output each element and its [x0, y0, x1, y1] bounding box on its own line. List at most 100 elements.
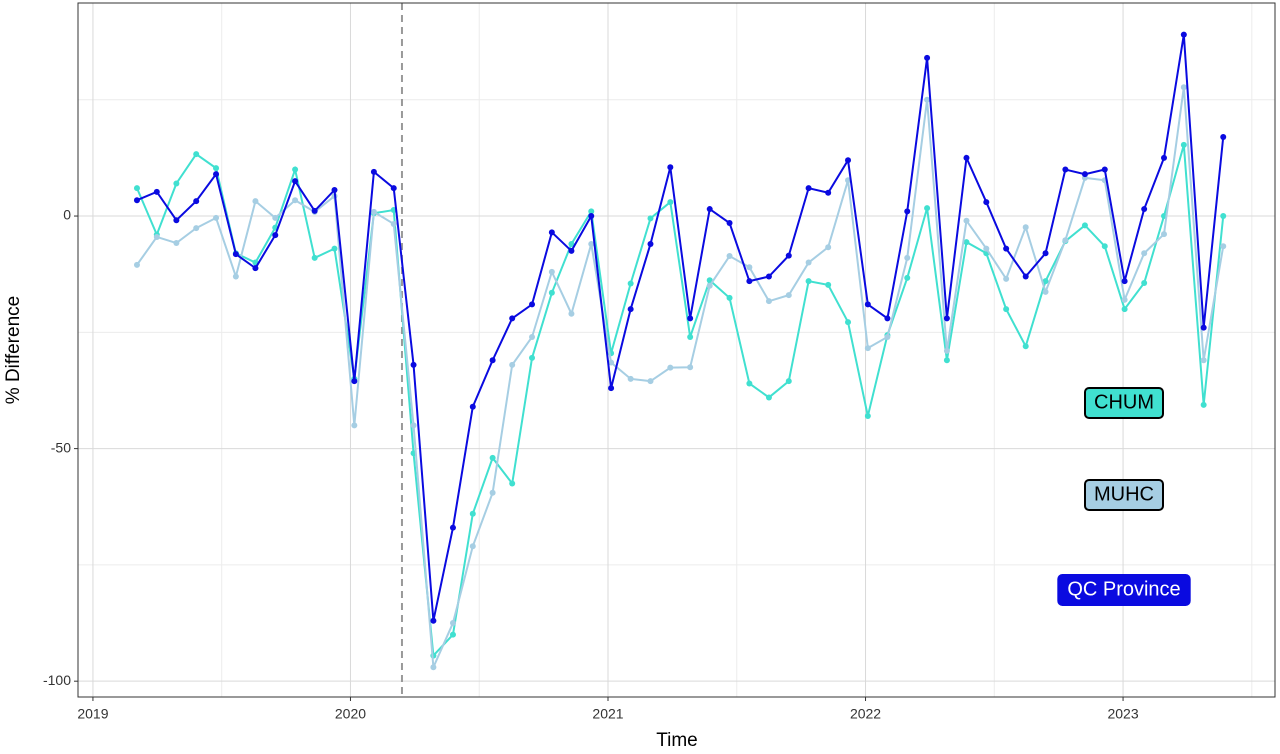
data-point: [706, 277, 713, 284]
data-point: [805, 185, 812, 192]
data-point: [825, 281, 832, 288]
data-point: [548, 289, 555, 296]
data-point: [173, 240, 180, 247]
data-point: [1180, 141, 1187, 148]
data-point: [173, 180, 180, 187]
data-point: [687, 333, 694, 340]
data-point: [1161, 154, 1168, 161]
data-point: [1003, 306, 1010, 313]
data-point: [370, 168, 377, 175]
data-point: [489, 489, 496, 496]
legend-item: CHUM: [1084, 387, 1164, 419]
legend-box: [1084, 479, 1164, 511]
data-point: [765, 298, 772, 305]
data-point: [726, 294, 733, 301]
data-point: [943, 315, 950, 322]
legend-label: CHUM: [1094, 391, 1154, 413]
data-point: [1161, 231, 1168, 238]
data-point: [983, 199, 990, 206]
data-point: [1200, 324, 1207, 331]
data-point: [568, 247, 575, 254]
data-point: [1081, 222, 1088, 229]
data-point: [430, 617, 437, 624]
data-point: [884, 333, 891, 340]
data-point: [864, 413, 871, 420]
data-point: [153, 233, 160, 240]
data-point: [588, 240, 595, 247]
data-point: [1141, 206, 1148, 213]
data-point: [351, 378, 358, 385]
data-point: [1141, 280, 1148, 287]
data-point: [449, 620, 456, 627]
data-point: [193, 151, 200, 158]
data-point: [292, 166, 299, 173]
data-point: [469, 543, 476, 550]
data-point: [904, 274, 911, 281]
data-point: [1003, 245, 1010, 252]
data-point: [1062, 237, 1069, 244]
legend-box: [1057, 574, 1191, 606]
data-point: [1022, 343, 1029, 350]
data-point: [232, 251, 239, 258]
data-point: [904, 208, 911, 215]
data-point: [390, 220, 397, 227]
data-point: [726, 253, 733, 260]
data-point: [193, 225, 200, 232]
data-point: [588, 208, 595, 215]
data-point: [924, 54, 931, 61]
data-point: [548, 229, 555, 236]
data-point: [647, 240, 654, 247]
data-point: [588, 213, 595, 220]
data-point: [449, 524, 456, 531]
data-point: [1121, 296, 1128, 303]
data-point: [529, 333, 536, 340]
data-point: [390, 185, 397, 192]
data-point: [213, 214, 220, 221]
legend-item: QC Province: [1057, 574, 1191, 606]
data-point: [213, 165, 220, 172]
data-point: [845, 157, 852, 164]
data-point: [351, 422, 358, 429]
data-point: [509, 361, 516, 368]
data-point: [608, 359, 615, 366]
x-tick-label: 2021: [592, 706, 623, 722]
legend-box: [1084, 387, 1164, 419]
data-point: [746, 278, 753, 285]
data-point: [667, 364, 674, 371]
data-point: [311, 254, 318, 261]
data-point: [173, 217, 180, 224]
data-point: [1220, 243, 1227, 250]
data-point: [627, 280, 634, 287]
data-point: [1200, 401, 1207, 408]
data-point: [1022, 273, 1029, 280]
data-point: [1042, 278, 1049, 285]
data-point: [706, 282, 713, 289]
panel-border: [77, 2, 1276, 698]
y-tick-label: 0: [63, 207, 71, 223]
data-point: [943, 357, 950, 364]
data-point: [410, 361, 417, 368]
x-tick-label: 2020: [335, 706, 366, 722]
data-point: [943, 347, 950, 354]
data-point: [963, 217, 970, 224]
legend-label: QC Province: [1067, 578, 1180, 600]
data-point: [292, 197, 299, 204]
data-point: [805, 278, 812, 285]
y-axis-title: % Difference: [3, 296, 24, 404]
data-point: [232, 273, 239, 280]
data-point: [864, 345, 871, 352]
data-point: [469, 510, 476, 517]
data-point: [825, 189, 832, 196]
data-point: [924, 205, 931, 212]
data-point: [509, 480, 516, 487]
legend-label: MUHC: [1094, 483, 1154, 505]
data-point: [1121, 306, 1128, 313]
data-point: [765, 394, 772, 401]
data-point: [647, 378, 654, 385]
data-point: [193, 198, 200, 205]
data-point: [331, 186, 338, 193]
data-point: [489, 357, 496, 364]
data-point: [924, 96, 931, 103]
data-point: [1042, 288, 1049, 295]
